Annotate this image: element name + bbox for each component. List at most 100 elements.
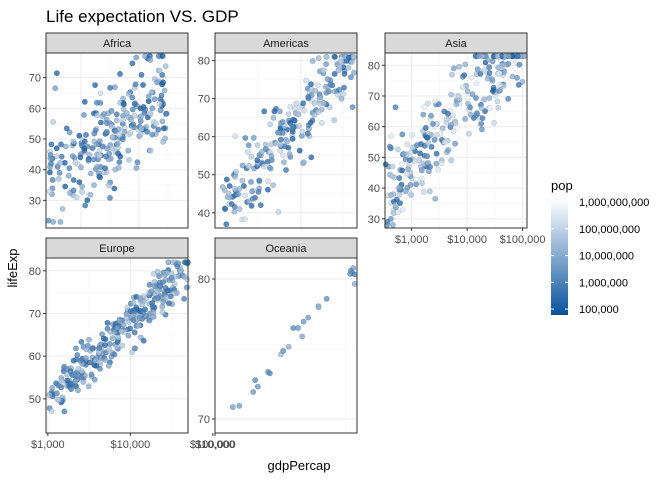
data-point [250, 389, 257, 395]
data-point [289, 135, 296, 142]
y-tick-label: 70 [29, 73, 41, 85]
data-point [64, 377, 70, 384]
data-point [145, 93, 152, 100]
data-point [392, 104, 399, 111]
data-point [89, 345, 96, 352]
data-point [268, 157, 275, 163]
data-point [223, 176, 230, 183]
data-point [133, 304, 140, 311]
data-point [153, 120, 160, 127]
data-point [431, 136, 438, 143]
data-point [125, 147, 132, 154]
legend-label: 1,000,000,000 [579, 197, 649, 209]
data-point [91, 182, 97, 188]
data-point [49, 176, 56, 183]
data-point [79, 183, 85, 190]
legend-ticks: 1,000,000,000 100,000,000 10,000,000 1,000,… [551, 197, 649, 316]
data-point [331, 71, 338, 77]
data-point [435, 166, 441, 173]
data-point [285, 111, 292, 117]
facet-points [45, 53, 170, 225]
data-point [120, 321, 127, 328]
legend-label: 100,000 [579, 304, 619, 316]
data-point [87, 191, 94, 198]
data-point [248, 178, 254, 185]
y-tick-label: 60 [198, 132, 210, 144]
data-point [473, 80, 480, 87]
data-point [130, 317, 137, 323]
data-point [318, 120, 325, 126]
data-point [474, 66, 481, 73]
data-point [478, 120, 484, 127]
data-point [409, 132, 415, 139]
data-point [505, 53, 512, 59]
data-point [252, 377, 259, 383]
data-point [66, 165, 73, 171]
data-point [114, 140, 121, 147]
data-point [395, 209, 401, 215]
data-point [449, 71, 455, 78]
data-point [149, 131, 156, 138]
data-point [405, 166, 411, 172]
data-point [324, 76, 331, 82]
data-point [160, 79, 166, 86]
data-point [97, 358, 104, 365]
data-point [382, 161, 389, 168]
y-tick-label: 60 [368, 122, 380, 134]
data-point [91, 130, 98, 137]
data-point [118, 328, 125, 335]
data-point [496, 70, 503, 77]
data-point [421, 104, 428, 110]
data-point [115, 334, 121, 341]
data-point [48, 141, 55, 148]
y-tick-label: 30 [29, 195, 41, 207]
data-point [154, 288, 161, 295]
data-point [151, 96, 158, 102]
data-point [61, 408, 68, 415]
data-point [311, 100, 318, 106]
data-point [466, 130, 472, 137]
data-point [245, 163, 252, 169]
data-point [231, 208, 238, 215]
data-point [162, 294, 169, 301]
data-point [406, 157, 413, 163]
data-point [293, 100, 300, 107]
data-point [426, 188, 433, 195]
data-point [413, 181, 419, 188]
facet-americas: Americas 40 50 60 70 80 [198, 32, 358, 229]
data-point [308, 81, 314, 87]
data-point [395, 146, 401, 153]
data-point [491, 120, 497, 126]
data-point [47, 155, 54, 162]
y-tick-label: 80 [29, 266, 41, 278]
data-point [433, 150, 440, 157]
data-point [226, 183, 233, 189]
y-tick-label: 80 [368, 60, 380, 72]
data-point [113, 117, 120, 124]
data-point [448, 121, 454, 128]
data-point [50, 119, 56, 125]
data-point [124, 304, 131, 311]
data-point [138, 71, 145, 78]
y-tick-label: 70 [198, 94, 210, 106]
data-point [323, 89, 330, 96]
y-tick-label: 30 [368, 214, 380, 226]
data-point [347, 74, 354, 81]
data-point [116, 159, 123, 165]
data-point [86, 359, 93, 366]
data-point [299, 333, 306, 340]
data-point [505, 95, 512, 102]
data-point [239, 162, 246, 169]
data-point [155, 295, 161, 301]
data-point [67, 368, 74, 375]
data-point [422, 125, 429, 131]
data-point [264, 186, 271, 193]
data-point [494, 98, 501, 105]
data-point [129, 60, 136, 67]
data-point [181, 274, 188, 280]
data-point [244, 148, 251, 155]
data-point [305, 314, 312, 321]
data-point [305, 94, 312, 100]
data-point [417, 150, 423, 157]
data-point [432, 98, 439, 104]
